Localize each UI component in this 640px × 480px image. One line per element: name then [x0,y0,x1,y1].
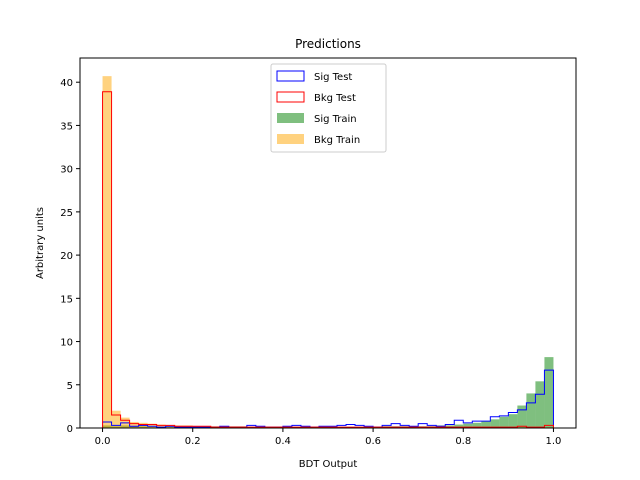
plot-frame [79,57,577,429]
sig-train-bar [490,419,500,428]
sig-train-bar [535,381,545,428]
x-axis-title: BDT Output [299,459,358,470]
bkg-train-bar [156,424,166,428]
x-axis: 0.0 0.2 0.4 0.6 0.8 1.0 [95,428,562,447]
x-tick-label: 0.0 [95,436,111,447]
y-axis-title: Arbitrary units [35,207,46,279]
bkg-train-bar [111,410,121,428]
sig-train-bar [526,393,536,428]
y-tick-label: 5 [67,381,73,392]
sig-train-bar [517,405,527,428]
sig-train-bar [544,357,554,428]
y-axis: 0 5 10 15 20 25 30 35 40 [60,78,80,435]
legend-box [270,63,387,153]
y-tick-label: 30 [60,165,73,176]
legend: Sig Test Bkg Test Sig Train Bkg Train [270,63,387,153]
x-tick-label: 0.6 [365,436,381,447]
sig-train-legend-label: Sig Train [314,114,357,125]
sig-test-legend-label: Sig Test [314,72,352,83]
sig-test-legend-swatch [276,70,305,82]
x-tick-label: 0.8 [455,436,471,447]
y-tick-label: 10 [60,338,73,349]
sig-test-series [102,369,554,428]
bkg-train-bar [102,76,112,428]
sig-train-bar [481,421,491,428]
y-tick-label: 35 [60,121,73,132]
y-tick-label: 15 [60,294,73,305]
bkg-test-series [102,91,554,428]
x-tick-label: 0.2 [185,436,201,447]
bkg-test-step-line [102,91,554,428]
bkg-test-legend-swatch [276,91,305,103]
sig-train-bar [499,416,509,428]
sig-train-legend-swatch [277,113,304,123]
y-tick-label: 0 [67,424,73,435]
y-tick-label: 25 [60,208,73,219]
sig-train-bar [472,422,482,428]
bkg-train-legend-swatch [277,134,304,144]
x-tick-label: 1.0 [546,436,562,447]
sig-train-bar [454,424,464,428]
y-tick-label: 40 [60,78,73,89]
sig-train-series [102,357,554,428]
chart-title: Predictions [295,37,361,51]
bkg-test-legend-label: Bkg Test [314,93,356,104]
x-tick-label: 0.4 [275,436,291,447]
bkg-train-legend-label: Bkg Train [314,135,360,146]
y-tick-label: 20 [60,251,73,262]
bkg-train-bar [129,421,139,428]
sig-test-step-line [102,369,554,428]
sig-train-bar [508,414,518,428]
sig-train-bar [463,423,473,428]
